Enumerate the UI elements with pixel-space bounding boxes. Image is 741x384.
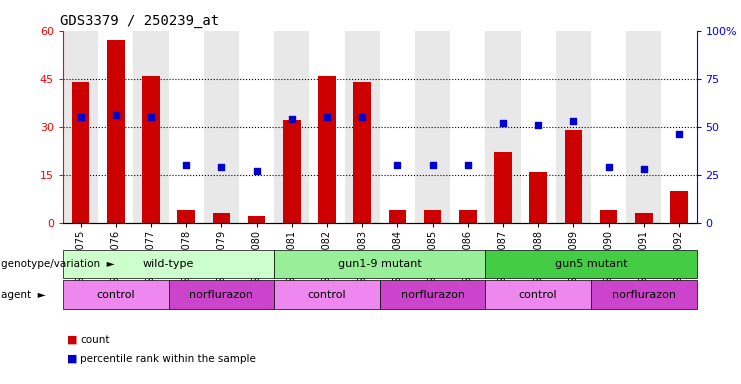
Bar	[379, 31, 415, 223]
Point	[602, 164, 614, 170]
Text: ■: ■	[67, 354, 77, 364]
Text: wild-type: wild-type	[143, 259, 194, 269]
Text: control: control	[308, 290, 346, 300]
Text: GDS3379 / 250239_at: GDS3379 / 250239_at	[60, 14, 219, 28]
Bar	[72, 82, 90, 223]
Point	[250, 168, 262, 174]
Bar	[635, 213, 653, 223]
Text: agent  ►: agent ►	[1, 290, 46, 300]
Bar	[283, 120, 301, 223]
Point	[497, 120, 509, 126]
Text: gun5 mutant: gun5 mutant	[554, 259, 628, 269]
Bar	[168, 31, 204, 223]
Bar	[98, 31, 133, 223]
Bar	[494, 152, 512, 223]
Text: ■: ■	[67, 335, 77, 345]
Bar	[556, 31, 591, 223]
Point	[391, 162, 403, 168]
Bar	[213, 213, 230, 223]
Bar	[415, 31, 450, 223]
Bar	[353, 82, 371, 223]
Bar	[520, 31, 556, 223]
Point	[321, 114, 333, 120]
Bar	[529, 172, 547, 223]
Text: control: control	[96, 290, 135, 300]
Bar	[142, 76, 160, 223]
Bar	[177, 210, 195, 223]
Bar	[626, 31, 661, 223]
Bar	[63, 31, 98, 223]
Point	[673, 131, 685, 137]
Bar	[661, 31, 697, 223]
Text: gun1-9 mutant: gun1-9 mutant	[338, 259, 422, 269]
Bar	[318, 76, 336, 223]
Text: percentile rank within the sample: percentile rank within the sample	[80, 354, 256, 364]
Bar	[485, 31, 520, 223]
Point	[568, 118, 579, 124]
Point	[216, 164, 227, 170]
Text: norflurazon: norflurazon	[401, 290, 465, 300]
Bar	[274, 31, 309, 223]
Point	[180, 162, 192, 168]
Point	[532, 122, 544, 128]
Point	[427, 162, 439, 168]
Point	[75, 114, 87, 120]
Text: count: count	[80, 335, 110, 345]
Text: control: control	[519, 290, 557, 300]
Bar	[670, 191, 688, 223]
Bar	[565, 130, 582, 223]
Text: genotype/variation  ►: genotype/variation ►	[1, 259, 115, 269]
Bar	[599, 210, 617, 223]
Text: norflurazon: norflurazon	[190, 290, 253, 300]
Text: norflurazon: norflurazon	[612, 290, 676, 300]
Bar	[345, 31, 379, 223]
Point	[462, 162, 473, 168]
Bar	[309, 31, 345, 223]
Point	[286, 116, 298, 122]
Bar	[107, 40, 124, 223]
Bar	[388, 210, 406, 223]
Bar	[450, 31, 485, 223]
Point	[145, 114, 157, 120]
Bar	[424, 210, 442, 223]
Bar	[247, 216, 265, 223]
Bar	[239, 31, 274, 223]
Bar	[459, 210, 476, 223]
Bar	[204, 31, 239, 223]
Bar	[591, 31, 626, 223]
Point	[356, 114, 368, 120]
Bar	[133, 31, 168, 223]
Point	[110, 112, 122, 118]
Point	[638, 166, 650, 172]
